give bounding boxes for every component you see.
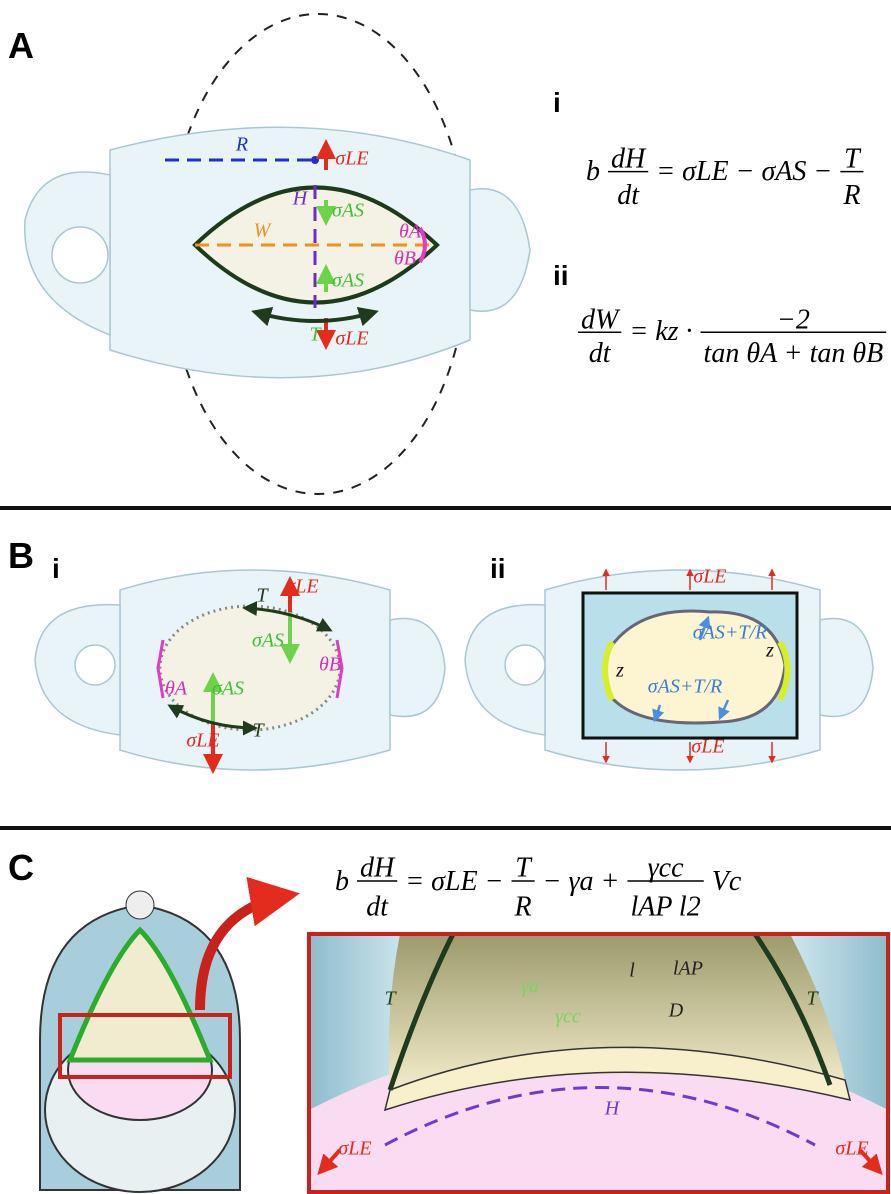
diagram-label: σAS: [252, 630, 284, 652]
equation-text: b: [335, 866, 349, 897]
diagram-label: σLE: [186, 730, 219, 752]
diagram-label: σLE: [835, 1138, 868, 1160]
tail: [390, 619, 445, 717]
equation-text: = kz ·: [629, 316, 692, 347]
diagram-label: lAP: [673, 958, 703, 980]
denominator: dt: [366, 892, 389, 923]
diagram-label: σLE: [691, 736, 724, 758]
diagram-label: γcc: [555, 1006, 581, 1028]
equation-text: = σLE − σAS −: [656, 156, 832, 187]
denominator: dt: [617, 180, 640, 211]
panel-label: B: [8, 535, 34, 576]
diagram-label: θA: [165, 678, 188, 700]
equation-label: ii: [553, 260, 569, 291]
panel-label: C: [8, 847, 34, 888]
diagram-label: σAS+T/R: [648, 676, 722, 698]
diagram-label: σLE: [693, 566, 726, 588]
denominator: R: [514, 892, 532, 923]
diagram-label: σLE: [285, 576, 318, 598]
numerator: T: [515, 853, 533, 884]
numerator: T: [844, 143, 862, 174]
diagram-label: W: [254, 220, 273, 242]
diagram-label: θA: [399, 221, 422, 243]
amnioserosa: [160, 606, 340, 730]
equation-text: b: [586, 156, 600, 187]
diagram-label: θB: [394, 248, 416, 270]
diagram-label: σLE: [338, 1138, 371, 1160]
panel-label: A: [8, 25, 34, 66]
diagram-label: σAS: [212, 678, 244, 700]
diagram-label: T: [384, 988, 397, 1010]
denominator: lAP l2: [630, 892, 700, 923]
panel-a: [25, 14, 530, 494]
diagram-label: σAS: [332, 270, 364, 292]
diagram-label: H: [292, 188, 309, 210]
head-hole: [52, 227, 108, 283]
numerator: dH: [611, 143, 647, 174]
numerator: dH: [360, 853, 396, 884]
equation-label: i: [553, 87, 561, 118]
diagram-label: D: [668, 1000, 684, 1022]
tail: [470, 189, 530, 312]
diagram-label: H: [604, 1098, 621, 1120]
diagram-label: σAS: [332, 200, 364, 222]
numerator: γcc: [648, 853, 684, 884]
equation-text: = σLE −: [405, 866, 503, 897]
denominator: R: [842, 180, 860, 211]
equation-text: Vc: [712, 866, 742, 897]
diagram-label: z: [765, 640, 774, 662]
denominator: dt: [589, 338, 612, 369]
denominator: tan θA + tan θB: [704, 338, 884, 369]
sub-label: i: [52, 553, 60, 584]
panel-c: [40, 891, 888, 1192]
equation-text: − γa +: [543, 866, 620, 897]
diagram-label: l: [629, 960, 635, 982]
diagram-label: T: [806, 988, 819, 1010]
diagram-label: z: [615, 660, 624, 682]
figure: ABCiiiRHWTσLEσLEσASσASθAθBTTσLEσLEσASσAS…: [0, 0, 891, 1194]
panel-b: [35, 570, 873, 770]
numerator: dW: [581, 304, 621, 335]
diagram-label: θB: [319, 654, 341, 676]
sub-label: ii: [490, 553, 506, 584]
diagram-label: σLE: [335, 148, 368, 170]
diagram-label: R: [235, 134, 248, 156]
diagram-label: T: [309, 324, 322, 346]
head-hole: [75, 645, 115, 685]
diagram-label: T: [252, 720, 265, 742]
diagram-label: T: [256, 585, 269, 607]
diagram-label: σAS+T/R: [693, 622, 767, 644]
diagram-label: σLE: [335, 328, 368, 350]
numerator: −2: [777, 304, 810, 335]
head-hole: [505, 645, 545, 685]
diagram-label: γa: [521, 976, 539, 998]
head: [126, 891, 154, 919]
r-dot: [311, 156, 319, 164]
tail: [820, 619, 873, 717]
